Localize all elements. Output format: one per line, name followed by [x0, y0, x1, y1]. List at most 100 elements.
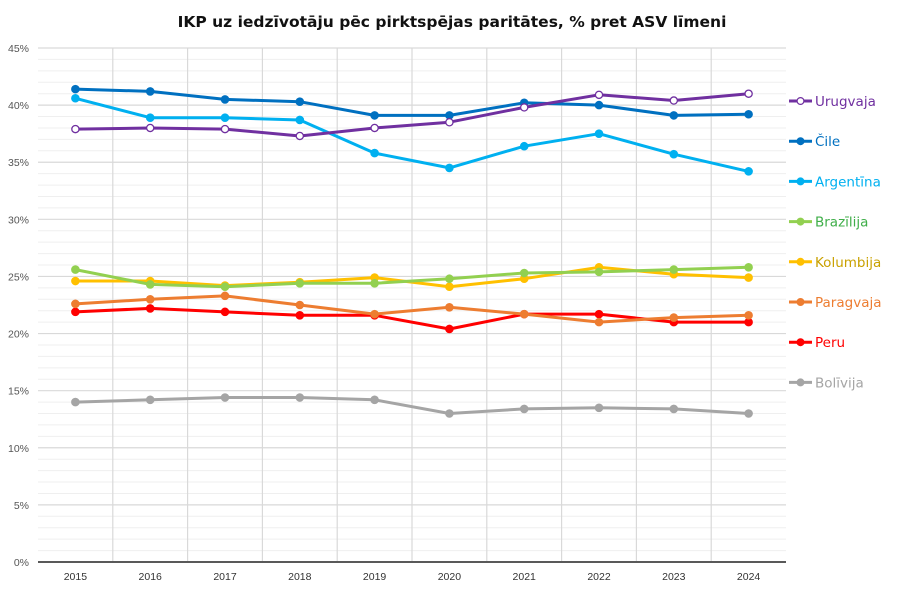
legend-item-bolīvija: Bolīvija	[789, 375, 864, 391]
data-point	[445, 324, 454, 334]
data-point	[669, 265, 679, 274]
vertical-gridlines	[112, 48, 712, 562]
y-tick-label: 45%	[8, 43, 29, 55]
data-point	[145, 87, 155, 96]
data-point	[519, 309, 529, 319]
data-point	[744, 167, 753, 176]
series-paragvaja	[71, 291, 753, 327]
data-point	[594, 129, 604, 138]
data-point	[370, 395, 379, 405]
x-tick-label: 2018	[288, 571, 312, 583]
data-point	[445, 409, 454, 418]
data-point	[594, 267, 604, 277]
legend-label: Peru	[815, 335, 845, 351]
data-point	[71, 276, 80, 286]
data-point	[295, 97, 305, 106]
legend-item-peru: Peru	[789, 335, 845, 351]
data-point	[220, 393, 230, 402]
chart-title: IKP uz iedzīvotāju pēc pirktspējas parit…	[178, 13, 727, 31]
data-point	[445, 282, 454, 292]
data-point	[594, 90, 604, 100]
data-point	[71, 307, 80, 317]
legend-item-argentīna: Argentīna	[789, 174, 881, 190]
data-point	[594, 100, 604, 110]
data-point	[445, 163, 454, 173]
data-point	[519, 268, 529, 278]
x-tick-label: 2021	[513, 571, 537, 583]
y-tick-label: 0%	[14, 557, 29, 569]
legend: Urugvaja Čile Argentīna Brazīlija Kolumbija P…	[789, 94, 882, 391]
series-line	[73, 87, 751, 117]
data-point	[145, 304, 155, 313]
data-point	[295, 131, 305, 141]
data-point	[519, 141, 529, 151]
series-line	[73, 294, 751, 324]
series-brazīlija	[71, 263, 753, 292]
data-point	[669, 313, 679, 322]
data-point	[744, 263, 753, 272]
x-tick-label: 2016	[139, 571, 163, 583]
x-tick-label: 2024	[737, 571, 761, 583]
data-point	[594, 317, 604, 327]
data-point	[744, 409, 753, 418]
legend-item-brazīlija: Brazīlija	[789, 215, 868, 231]
y-tick-label: 40%	[8, 100, 29, 112]
data-point	[220, 113, 230, 122]
data-point	[295, 278, 305, 288]
series-line	[73, 306, 751, 331]
data-point	[744, 273, 753, 282]
x-axis: 2015 2016 2017 2018 2019 2020 2021 2022 2023 2024	[64, 571, 761, 583]
data-point	[370, 111, 379, 120]
legend-item-čile: Čile	[789, 132, 840, 150]
legend-label: Paragvaja	[815, 295, 882, 311]
x-tick-label: 2017	[213, 571, 237, 583]
data-point	[519, 404, 529, 414]
legend-marker-icon	[796, 177, 805, 186]
y-tick-label: 15%	[8, 386, 29, 398]
y-axis: 0% 5% 10% 15% 20% 25% 30% 35% 40% 45%	[8, 43, 29, 569]
legend-marker-icon	[796, 137, 805, 146]
series-line	[73, 265, 751, 289]
series-layer	[71, 84, 753, 418]
data-point	[295, 310, 305, 320]
data-point	[744, 310, 753, 320]
legend-label: Kolumbija	[815, 255, 881, 271]
series-argentīna	[71, 93, 753, 176]
data-point	[370, 148, 379, 158]
data-point	[220, 282, 230, 292]
data-point	[145, 123, 155, 133]
data-point	[594, 403, 604, 413]
legend-marker-icon	[796, 378, 805, 387]
data-point	[145, 395, 155, 405]
x-tick-label: 2023	[662, 571, 686, 583]
data-point	[71, 124, 80, 134]
data-point	[744, 89, 753, 98]
data-point	[445, 302, 454, 312]
data-point	[71, 299, 80, 309]
legend-item-kolumbija: Kolumbija	[789, 255, 881, 271]
data-point	[220, 124, 230, 134]
data-point	[295, 393, 305, 402]
data-point	[669, 404, 679, 414]
data-point	[669, 96, 679, 105]
data-point	[71, 84, 80, 94]
data-point	[295, 300, 305, 310]
legend-marker-icon	[796, 257, 805, 266]
data-point	[295, 115, 305, 125]
y-tick-label: 30%	[8, 214, 29, 226]
data-point	[220, 291, 230, 301]
data-point	[669, 111, 679, 120]
data-point	[445, 117, 454, 127]
data-point	[445, 274, 454, 284]
legend-item-urugvaja: Urugvaja	[789, 94, 876, 110]
y-tick-label: 10%	[8, 443, 29, 455]
y-tick-label: 35%	[8, 157, 29, 169]
legend-marker-icon	[796, 96, 805, 105]
data-point	[145, 294, 155, 304]
x-tick-label: 2022	[587, 571, 611, 583]
data-point	[71, 265, 80, 274]
y-tick-label: 25%	[8, 271, 29, 283]
y-tick-label: 5%	[14, 500, 29, 512]
series-line	[73, 396, 751, 415]
